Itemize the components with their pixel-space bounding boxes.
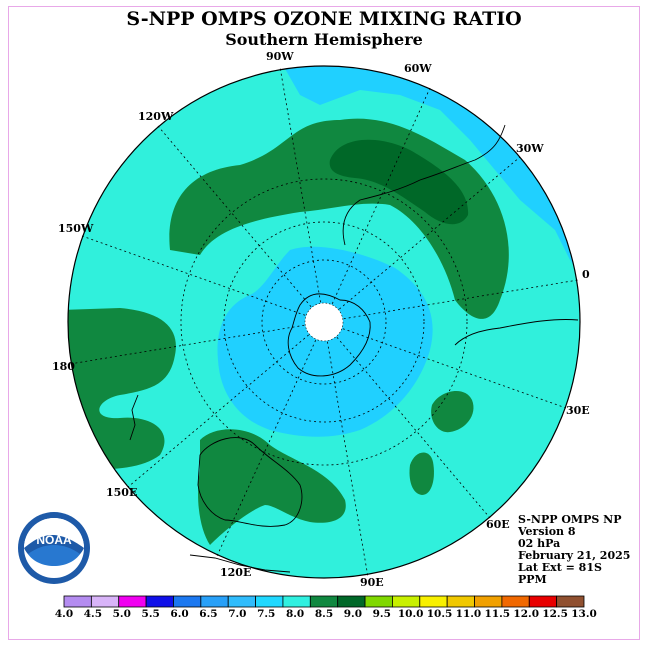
- colorbar-swatch: [63, 595, 92, 608]
- ozone-band-8.0-8.5-southeast: [409, 452, 434, 495]
- colorbar-swatch: [200, 595, 229, 608]
- colorbar-tick-label: 6.0: [170, 608, 189, 620]
- map-title: S-NPP OMPS OZONE MIXING RATIO: [126, 8, 522, 30]
- colorbar-tick-label: 4.5: [83, 608, 103, 620]
- lon-label-180: 180: [52, 360, 75, 373]
- noaa-logo: NOAA: [18, 512, 90, 584]
- colorbar-tick-label: 10.0: [397, 608, 424, 620]
- colorbar-tick-label: 9.5: [372, 608, 391, 620]
- lon-label-90e: 90E: [360, 576, 384, 589]
- colorbar-tick-label: 10.5: [426, 608, 453, 620]
- colorbar-swatch: [118, 595, 147, 608]
- colorbar-tick-label: 7.5: [257, 608, 276, 620]
- colorbar-tick-label: 8.5: [314, 608, 334, 620]
- colorbar-tick-label: 11.0: [455, 608, 482, 620]
- info-version: Version 8: [518, 525, 576, 538]
- colorbar-swatch: [227, 595, 256, 608]
- lon-label-120e: 120E: [220, 566, 252, 579]
- lon-label-30w: 30W: [516, 142, 544, 155]
- info-lat-ext: Lat Ext = 81S: [518, 561, 602, 574]
- antarctica-coast: [287, 293, 371, 377]
- africa-coast: [454, 319, 579, 346]
- colorbar-tick-label: 12.5: [542, 608, 568, 620]
- indonesia-coast: [189, 554, 291, 573]
- colorbar-swatch: [255, 595, 284, 608]
- graticule: [69, 66, 579, 578]
- lon-label-120w: 120W: [138, 110, 174, 123]
- colorbar-swatch: [474, 595, 503, 608]
- south-america-coast: [342, 124, 506, 246]
- lon-label-0: 0: [582, 268, 590, 281]
- info-units: PPM: [518, 573, 547, 586]
- colorbar-swatch: [173, 595, 202, 608]
- ozone-band-7.0-7.5-central: [217, 246, 433, 437]
- outer-boundary: [67, 65, 581, 579]
- ozone-band-8.0-8.5-east: [431, 390, 474, 433]
- colorbar-swatch: [282, 595, 311, 608]
- coastlines: [129, 124, 579, 573]
- colorbar-tick-label: 5.0: [112, 608, 131, 620]
- pole-mask: [305, 303, 343, 341]
- lon-label-60e: 60E: [486, 518, 510, 531]
- lon-label-150e: 150E: [106, 486, 138, 499]
- colorbar-tick-label: 7.0: [228, 608, 247, 620]
- info-instrument: S-NPP OMPS NP: [518, 513, 622, 526]
- colorbar-swatch: [145, 595, 174, 608]
- colorbar-swatch: [309, 595, 339, 608]
- colorbar-tick-label: 6.5: [199, 608, 218, 620]
- info-block: S-NPP OMPS NP Version 8 02 hPa February …: [518, 514, 630, 586]
- colorbar-tick-label: 11.5: [484, 608, 511, 620]
- colorbar-tick-label: 13.0: [571, 608, 597, 620]
- map-subtitle: Southern Hemisphere: [225, 30, 423, 49]
- colorbar-swatch: [528, 595, 558, 608]
- lon-label-60w: 60W: [404, 62, 432, 75]
- lon-label-90w: 90W: [266, 50, 294, 63]
- colorbar-tick-label: 8.0: [285, 608, 305, 620]
- colorbar-swatch: [556, 595, 585, 608]
- colorbar-tick-label: 4.0: [54, 608, 74, 620]
- colorbar-swatch: [446, 595, 475, 608]
- ozone-band-8.0-8.5-lower: [198, 429, 346, 545]
- lon-label-30e: 30E: [566, 404, 590, 417]
- colorbar-swatch: [90, 595, 120, 608]
- colorbar-tick-label: 5.5: [141, 608, 160, 620]
- ozone-band-8.5-9.0-upper: [329, 139, 469, 225]
- colorbar-swatch: [419, 595, 448, 608]
- colorbar-swatch: [392, 595, 421, 608]
- info-level: 02 hPa: [518, 537, 561, 550]
- lon-label-150w: 150W: [58, 222, 94, 235]
- colorbar-swatch: [337, 595, 366, 608]
- info-date: February 21, 2025: [518, 549, 631, 562]
- australia-coast: [197, 437, 303, 527]
- noaa-logo-text: NOAA: [36, 533, 72, 547]
- colorbar-swatch: [501, 595, 530, 608]
- colorbar-tick-label: 9.0: [343, 608, 363, 620]
- colorbar-tick-label: 12.0: [513, 608, 539, 620]
- colorbar-swatch: [364, 595, 393, 608]
- new-zealand-coast: [129, 394, 139, 441]
- pole-mask-ring: [304, 302, 344, 342]
- figure-frame: [8, 6, 640, 640]
